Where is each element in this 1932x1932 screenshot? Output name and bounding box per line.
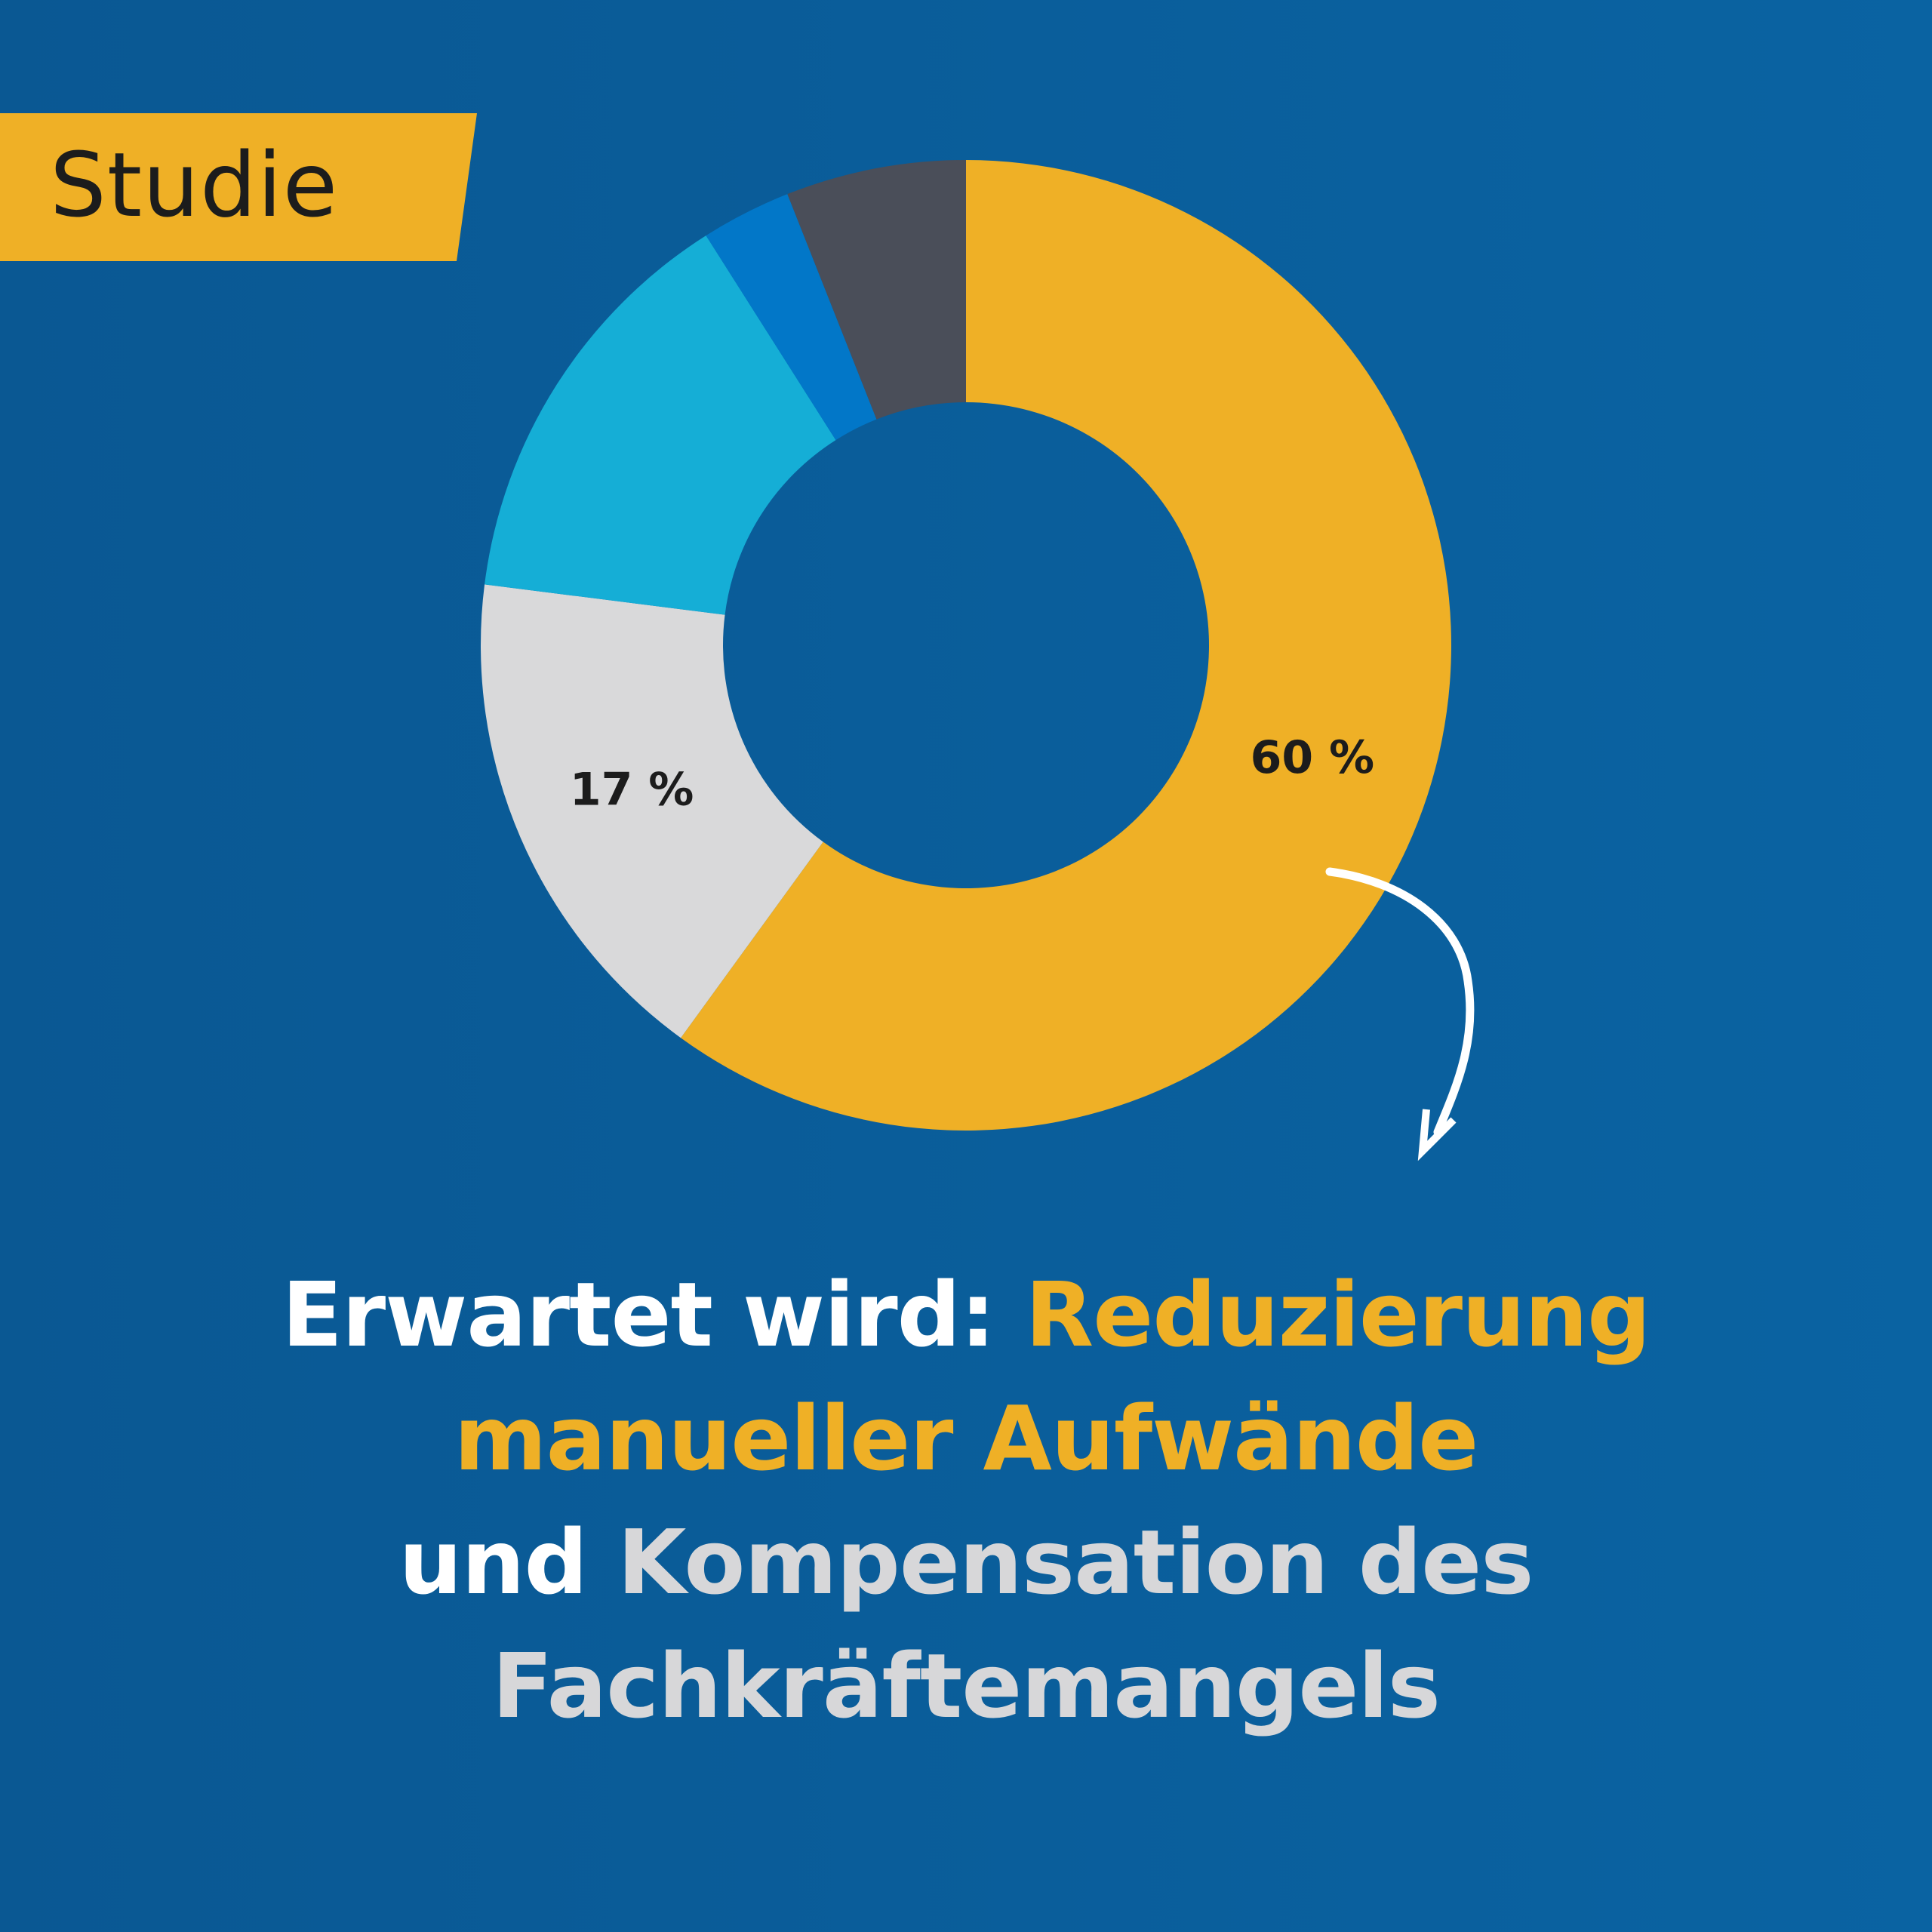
study-tag-background: [0, 113, 477, 261]
donut-chart: 60 % 17 %: [481, 160, 1475, 1161]
headline: Erwartet wird: Reduzierung manueller Auf…: [0, 1253, 1932, 1748]
study-tag: Studie: [0, 113, 483, 261]
headline-highlight-1: Reduzierung: [1025, 1263, 1651, 1367]
donut-label-1: 17 %: [570, 764, 694, 817]
donut-label-0: 60 %: [1251, 731, 1375, 784]
headline-highlight-2: Kompensation des: [617, 1510, 1534, 1614]
headline-connector: und: [398, 1510, 618, 1614]
headline-line-2: manueller Aufwände: [454, 1386, 1479, 1491]
donut-slice-1: [481, 584, 823, 1038]
headline-line-1: Erwartet wird: Reduzierung: [0, 1253, 1932, 1377]
donut-slice-4: [787, 160, 966, 420]
headline-line-4: Fachkräftemangels: [491, 1634, 1441, 1738]
donut-labels: 60 % 17 %: [570, 731, 1374, 817]
headline-intro: Erwartet wird:: [281, 1263, 1026, 1367]
study-tag-label: Studie: [50, 133, 339, 237]
donut-slice-3: [706, 194, 877, 441]
headline-line-3: und Kompensation des: [0, 1500, 1932, 1624]
donut-slice-2: [485, 235, 836, 615]
donut-slices: [481, 160, 1452, 1131]
pointer-arrow: [1325, 867, 1475, 1161]
donut-slice-0: [681, 160, 1452, 1131]
